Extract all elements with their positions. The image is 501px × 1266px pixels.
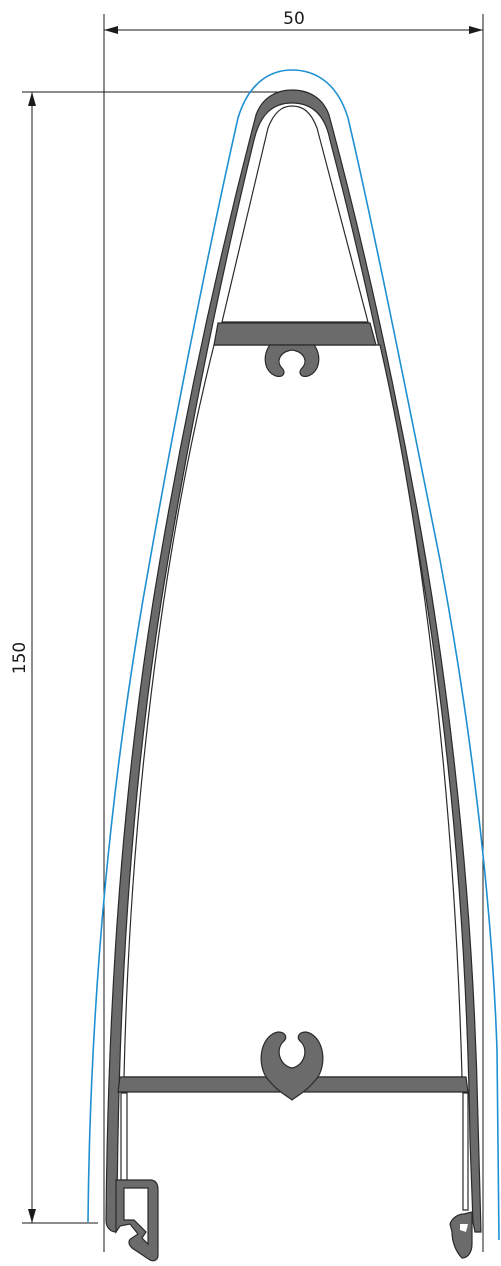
left-clip-gap (123, 1187, 149, 1246)
upper-rib-bar (213, 322, 377, 346)
height-dimension: 150 (10, 91, 290, 1224)
lower-screw-channel (260, 1031, 324, 1101)
lower-rib (117, 1031, 469, 1101)
main-chamber (123, 344, 463, 1078)
height-arrow-top (28, 92, 36, 106)
width-label: 50 (283, 9, 305, 29)
top-chamber (221, 105, 369, 323)
height-label: 150 (10, 642, 30, 674)
lower-right-slot (462, 1092, 469, 1211)
width-dimension: 50 (103, 9, 484, 1252)
right-clip-gap (460, 1224, 468, 1232)
width-arrow-right (469, 26, 483, 34)
lower-channel-notch (284, 1046, 300, 1054)
outer-envelope-curve (87, 69, 500, 1241)
lower-left-slot (120, 1092, 128, 1181)
upper-rib (213, 322, 377, 377)
width-arrow-left (104, 26, 118, 34)
upper-channel-notch (284, 358, 300, 366)
upper-screw-channel (264, 344, 320, 377)
height-arrow-bottom (28, 1209, 36, 1223)
right-clip-hook (449, 1211, 473, 1259)
